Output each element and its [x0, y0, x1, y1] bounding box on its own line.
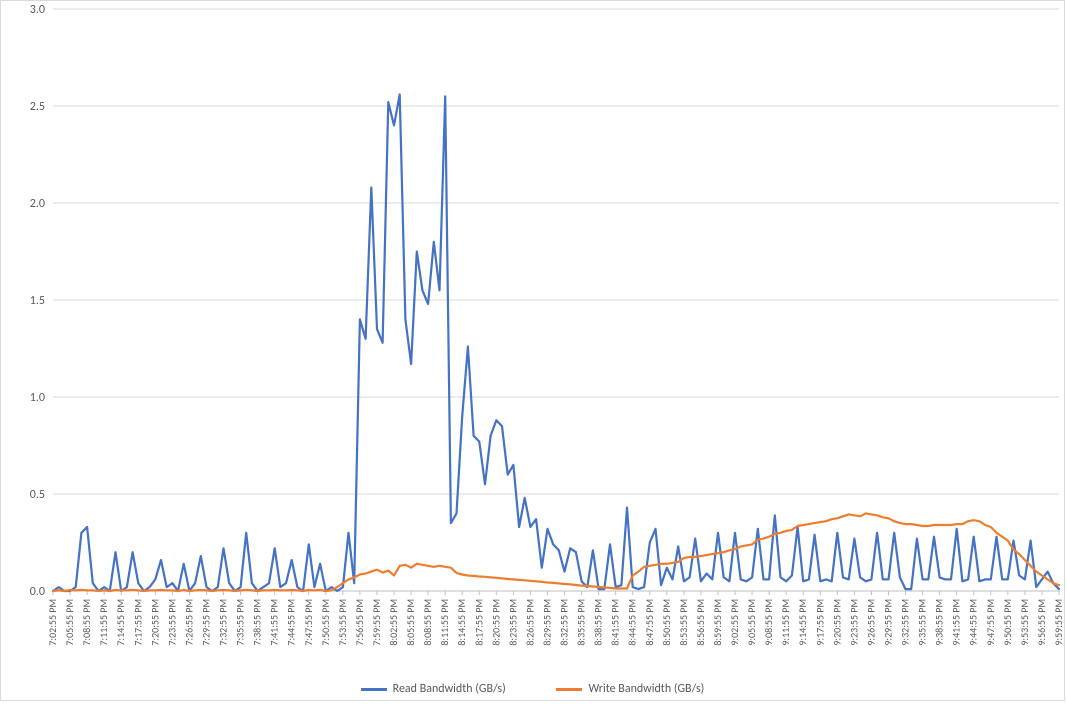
- svg-text:2.5: 2.5: [30, 100, 45, 114]
- svg-text:9:14:55 PM: 9:14:55 PM: [796, 599, 809, 646]
- svg-text:8:50:55 PM: 8:50:55 PM: [660, 599, 673, 646]
- svg-text:7:23:55 PM: 7:23:55 PM: [165, 599, 178, 646]
- svg-text:9:38:55 PM: 9:38:55 PM: [933, 599, 946, 646]
- svg-text:8:47:55 PM: 8:47:55 PM: [643, 599, 656, 646]
- svg-text:8:32:55 PM: 8:32:55 PM: [558, 599, 571, 646]
- svg-text:7:41:55 PM: 7:41:55 PM: [268, 599, 281, 646]
- svg-text:7:50:55 PM: 7:50:55 PM: [319, 599, 332, 646]
- svg-text:7:02:55 PM: 7:02:55 PM: [46, 599, 59, 646]
- svg-text:8:20:55 PM: 8:20:55 PM: [489, 599, 502, 646]
- svg-text:8:14:55 PM: 8:14:55 PM: [455, 599, 468, 646]
- svg-text:8:38:55 PM: 8:38:55 PM: [592, 599, 605, 646]
- svg-text:7:29:55 PM: 7:29:55 PM: [199, 599, 212, 646]
- legend: Read Bandwidth (GB/s) Write Bandwidth (G…: [1, 681, 1064, 697]
- svg-text:2.0: 2.0: [30, 197, 45, 211]
- svg-text:7:35:55 PM: 7:35:55 PM: [234, 599, 247, 646]
- svg-text:8:02:55 PM: 8:02:55 PM: [387, 599, 400, 646]
- svg-text:1.0: 1.0: [30, 391, 45, 405]
- svg-text:9:47:55 PM: 9:47:55 PM: [984, 599, 997, 646]
- svg-text:8:05:55 PM: 8:05:55 PM: [404, 599, 417, 646]
- svg-text:7:20:55 PM: 7:20:55 PM: [148, 599, 161, 646]
- svg-text:7:38:55 PM: 7:38:55 PM: [251, 599, 264, 646]
- svg-text:9:23:55 PM: 9:23:55 PM: [847, 599, 860, 646]
- svg-text:8:08:55 PM: 8:08:55 PM: [421, 599, 434, 646]
- svg-text:9:32:55 PM: 9:32:55 PM: [899, 599, 912, 646]
- svg-text:8:11:55 PM: 8:11:55 PM: [438, 599, 451, 646]
- svg-text:9:56:55 PM: 9:56:55 PM: [1035, 599, 1048, 646]
- svg-text:9:02:55 PM: 9:02:55 PM: [728, 599, 741, 646]
- svg-text:7:05:55 PM: 7:05:55 PM: [63, 599, 76, 646]
- svg-text:9:17:55 PM: 9:17:55 PM: [813, 599, 826, 646]
- svg-text:7:32:55 PM: 7:32:55 PM: [217, 599, 230, 646]
- svg-text:7:14:55 PM: 7:14:55 PM: [114, 599, 127, 646]
- svg-text:8:53:55 PM: 8:53:55 PM: [677, 599, 690, 646]
- svg-text:9:26:55 PM: 9:26:55 PM: [864, 599, 877, 646]
- svg-text:7:59:55 PM: 7:59:55 PM: [370, 599, 383, 646]
- svg-text:9:41:55 PM: 9:41:55 PM: [950, 599, 963, 646]
- legend-label-read: Read Bandwidth (GB/s): [393, 682, 506, 696]
- svg-text:9:35:55 PM: 9:35:55 PM: [916, 599, 929, 646]
- svg-text:9:05:55 PM: 9:05:55 PM: [745, 599, 758, 646]
- svg-text:7:47:55 PM: 7:47:55 PM: [302, 599, 315, 646]
- legend-item-write: Write Bandwidth (GB/s): [556, 682, 704, 696]
- svg-text:8:59:55 PM: 8:59:55 PM: [711, 599, 724, 646]
- svg-text:8:17:55 PM: 8:17:55 PM: [472, 599, 485, 646]
- svg-text:1.5: 1.5: [30, 294, 45, 308]
- legend-swatch-read: [361, 688, 387, 691]
- svg-text:7:11:55 PM: 7:11:55 PM: [97, 599, 110, 646]
- svg-text:8:23:55 PM: 8:23:55 PM: [506, 599, 519, 646]
- legend-label-write: Write Bandwidth (GB/s): [588, 682, 704, 696]
- svg-text:8:29:55 PM: 8:29:55 PM: [540, 599, 553, 646]
- svg-text:8:35:55 PM: 8:35:55 PM: [575, 599, 588, 646]
- svg-text:9:50:55 PM: 9:50:55 PM: [1001, 599, 1014, 646]
- svg-text:9:11:55 PM: 9:11:55 PM: [779, 599, 792, 646]
- svg-text:7:44:55 PM: 7:44:55 PM: [285, 599, 298, 646]
- svg-text:8:56:55 PM: 8:56:55 PM: [694, 599, 707, 646]
- svg-text:9:59:55 PM: 9:59:55 PM: [1052, 599, 1065, 646]
- svg-text:9:29:55 PM: 9:29:55 PM: [881, 599, 894, 646]
- svg-text:7:53:55 PM: 7:53:55 PM: [336, 599, 349, 646]
- svg-text:8:41:55 PM: 8:41:55 PM: [609, 599, 622, 646]
- svg-text:7:56:55 PM: 7:56:55 PM: [353, 599, 366, 646]
- svg-text:7:17:55 PM: 7:17:55 PM: [131, 599, 144, 646]
- svg-text:9:53:55 PM: 9:53:55 PM: [1018, 599, 1031, 646]
- legend-item-read: Read Bandwidth (GB/s): [361, 682, 506, 696]
- svg-text:3.0: 3.0: [30, 3, 45, 17]
- legend-swatch-write: [556, 688, 582, 691]
- svg-text:8:26:55 PM: 8:26:55 PM: [523, 599, 536, 646]
- svg-text:9:44:55 PM: 9:44:55 PM: [967, 599, 980, 646]
- svg-text:9:20:55 PM: 9:20:55 PM: [830, 599, 843, 646]
- bandwidth-line-chart: 0.0 0.5 1.0 1.5 2.0 2.5 3.0 7:02:55 PM 7:05:55 P…: [1, 1, 1067, 704]
- svg-text:0.0: 0.0: [30, 585, 45, 599]
- svg-text:0.5: 0.5: [30, 488, 45, 502]
- svg-text:8:44:55 PM: 8:44:55 PM: [626, 599, 639, 646]
- svg-text:9:08:55 PM: 9:08:55 PM: [762, 599, 775, 646]
- chart-frame: 0.0 0.5 1.0 1.5 2.0 2.5 3.0 7:02:55 PM 7:05:55 P…: [0, 0, 1065, 701]
- svg-text:7:26:55 PM: 7:26:55 PM: [182, 599, 195, 646]
- svg-text:7:08:55 PM: 7:08:55 PM: [80, 599, 93, 646]
